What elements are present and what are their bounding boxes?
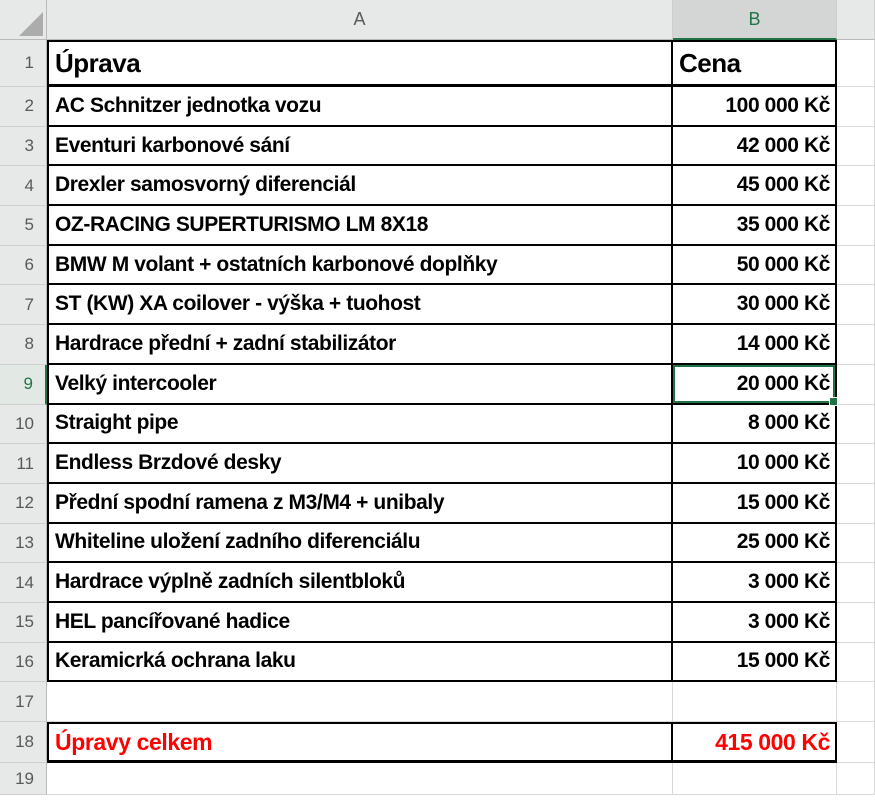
cell-C17[interactable] <box>837 682 875 722</box>
row-header-1[interactable]: 1 <box>0 40 47 87</box>
cell-C13[interactable] <box>837 523 875 564</box>
cell-A12[interactable]: Přední spodní ramena z M3/M4 + unibaly <box>47 483 673 524</box>
select-all-triangle-icon <box>19 12 43 36</box>
cell-C15[interactable] <box>837 602 875 643</box>
cell-A8[interactable]: Hardrace přední + zadní stabilizátor <box>47 325 673 365</box>
cell-B19[interactable] <box>673 763 837 795</box>
cell-B9[interactable]: 20 000 Kč <box>673 364 838 406</box>
cell-A19[interactable] <box>47 763 673 795</box>
row-header-10[interactable]: 10 <box>0 404 47 445</box>
row-header-2[interactable]: 2 <box>0 87 47 127</box>
cell-C7[interactable] <box>837 285 875 326</box>
column-header-b[interactable]: B <box>673 0 837 40</box>
cell-A9[interactable]: Velký intercooler <box>47 364 673 405</box>
cell-B7[interactable]: 30 000 Kč <box>673 285 837 326</box>
cell-A7[interactable]: ST (KW) XA coilover - výška + tuohost <box>47 285 673 326</box>
cell-A16[interactable]: Keramicrká ochrana laku <box>47 642 673 683</box>
cell-B2[interactable]: 100 000 Kč <box>673 87 837 127</box>
cell-A5[interactable]: OZ-RACING SUPERTURISMO LM 8X18 <box>47 206 673 246</box>
cell-A2[interactable]: AC Schnitzer jednotka vozu <box>47 87 673 127</box>
row-header-7[interactable]: 7 <box>0 285 47 326</box>
cell-B13[interactable]: 25 000 Kč <box>673 523 837 564</box>
cell-C6[interactable] <box>837 245 875 286</box>
cell-A10[interactable]: Straight pipe <box>47 404 673 445</box>
cell-B3[interactable]: 42 000 Kč <box>673 126 837 167</box>
row-header-16[interactable]: 16 <box>0 642 47 683</box>
row-header-18[interactable]: 18 <box>0 722 47 763</box>
row-header-15[interactable]: 15 <box>0 602 47 643</box>
column-header-c[interactable] <box>837 0 875 40</box>
cell-B11[interactable]: 10 000 Kč <box>673 444 837 484</box>
cell-A17[interactable] <box>47 682 673 722</box>
cell-C2[interactable] <box>837 87 875 127</box>
cell-C4[interactable] <box>837 166 875 207</box>
cell-C8[interactable] <box>837 325 875 365</box>
cell-B10[interactable]: 8 000 Kč <box>673 404 837 445</box>
cell-C1[interactable] <box>837 40 875 87</box>
cell-A18[interactable]: Úpravy celkem <box>47 722 673 763</box>
cell-C19[interactable] <box>837 763 875 795</box>
cell-B12[interactable]: 15 000 Kč <box>673 483 837 524</box>
cell-C18[interactable] <box>837 722 875 763</box>
cell-B6[interactable]: 50 000 Kč <box>673 245 837 286</box>
cell-A11[interactable]: Endless Brzdové desky <box>47 444 673 484</box>
cell-B8[interactable]: 14 000 Kč <box>673 325 837 365</box>
cell-C14[interactable] <box>837 563 875 603</box>
cell-A14[interactable]: Hardrace výplně zadních silentbloků <box>47 563 673 603</box>
cell-C12[interactable] <box>837 483 875 524</box>
column-header-a[interactable]: A <box>47 0 673 40</box>
row-header-19[interactable]: 19 <box>0 763 47 795</box>
row-header-6[interactable]: 6 <box>0 245 47 286</box>
row-header-3[interactable]: 3 <box>0 126 47 167</box>
row-header-4[interactable]: 4 <box>0 166 47 207</box>
cell-B17[interactable] <box>673 682 837 722</box>
cell-B16[interactable]: 15 000 Kč <box>673 642 837 683</box>
cell-B1[interactable]: Cena <box>673 40 837 87</box>
cell-B15[interactable]: 3 000 Kč <box>673 602 837 643</box>
select-all-corner[interactable] <box>0 0 47 40</box>
row-header-9[interactable]: 9 <box>0 364 47 405</box>
row-header-14[interactable]: 14 <box>0 563 47 603</box>
cell-C10[interactable] <box>837 404 875 445</box>
row-header-5[interactable]: 5 <box>0 206 47 246</box>
row-header-17[interactable]: 17 <box>0 682 47 722</box>
cell-C9[interactable] <box>837 364 875 405</box>
cell-A15[interactable]: HEL pancířované hadice <box>47 602 673 643</box>
cell-C16[interactable] <box>837 642 875 683</box>
cell-B18[interactable]: 415 000 Kč <box>673 722 837 763</box>
row-header-8[interactable]: 8 <box>0 325 47 365</box>
cell-B5[interactable]: 35 000 Kč <box>673 206 837 246</box>
cell-B14[interactable]: 3 000 Kč <box>673 563 837 603</box>
row-header-13[interactable]: 13 <box>0 523 47 564</box>
cell-B4[interactable]: 45 000 Kč <box>673 166 837 207</box>
row-header-12[interactable]: 12 <box>0 483 47 524</box>
cell-C5[interactable] <box>837 206 875 246</box>
cell-A4[interactable]: Drexler samosvorný diferenciál <box>47 166 673 207</box>
cell-A1[interactable]: Úprava <box>47 40 673 87</box>
cell-C11[interactable] <box>837 444 875 484</box>
cell-A6[interactable]: BMW M volant + ostatních karbonové doplň… <box>47 245 673 286</box>
cell-A13[interactable]: Whiteline uložení zadního diferenciálu <box>47 523 673 564</box>
row-header-11[interactable]: 11 <box>0 444 47 484</box>
cell-A3[interactable]: Eventuri karbonové sání <box>47 126 673 167</box>
cell-C3[interactable] <box>837 126 875 167</box>
